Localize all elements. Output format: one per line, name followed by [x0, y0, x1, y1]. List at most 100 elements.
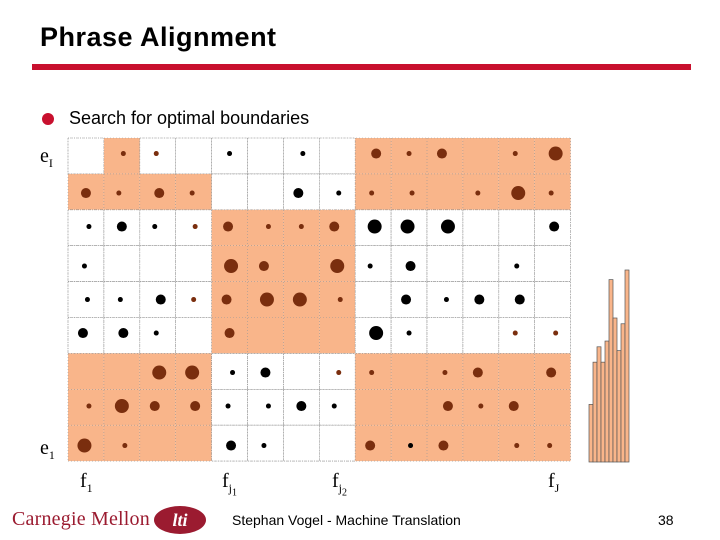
alignment-dot — [472, 367, 483, 378]
alignment-dot — [508, 401, 519, 412]
alignment-dot — [474, 294, 485, 305]
alignment-dot — [118, 328, 129, 339]
x-label-fj1-sub: j — [228, 481, 233, 495]
phrase-cell — [391, 173, 427, 210]
matrix-cell — [534, 245, 571, 282]
phrase-cell — [68, 353, 104, 390]
alignment-dot — [226, 440, 237, 451]
matrix-cell — [247, 137, 284, 175]
phrase-cell — [498, 138, 535, 174]
alignment-dot — [401, 294, 412, 305]
matrix-cell — [211, 173, 248, 211]
alignment-dot — [408, 443, 414, 449]
y-label-top-sub: I — [48, 156, 53, 170]
x-label-f1-sub: 1 — [86, 481, 93, 495]
matrix-cell — [67, 245, 105, 282]
histogram-bar — [616, 350, 622, 463]
phrase-cell — [175, 425, 212, 462]
alignment-dot — [230, 370, 236, 376]
alignment-dot — [298, 224, 304, 230]
alignment-dot — [77, 328, 88, 339]
alignment-dot — [292, 292, 307, 307]
matrix-cell — [534, 281, 571, 318]
histogram-bar — [604, 340, 610, 463]
bullet-dot-icon — [42, 113, 54, 125]
phrase-cell — [139, 425, 176, 462]
alignment-dot — [224, 328, 235, 339]
alignment-dot — [116, 221, 127, 232]
alignment-dot — [185, 365, 200, 380]
alignment-dot — [86, 224, 92, 230]
alignment-dot — [409, 190, 415, 196]
alignment-dot — [330, 259, 345, 274]
slide-title: Phrase Alignment — [40, 22, 277, 52]
alignment-dot — [155, 294, 166, 305]
matrix-cell — [462, 245, 500, 282]
alignment-dot — [367, 263, 373, 269]
title-divider — [32, 64, 691, 70]
alignment-dot — [154, 188, 165, 199]
x-label-fj2-subsub: 2 — [342, 487, 348, 499]
alignment-dot — [224, 259, 239, 274]
alignment-dot — [223, 221, 234, 232]
alignment-dot — [549, 221, 560, 232]
alignment-dot — [296, 401, 307, 412]
phrase-cell — [391, 425, 427, 462]
matrix-cell — [354, 281, 392, 318]
matrix-cell — [67, 137, 105, 175]
alignment-dot — [512, 330, 518, 336]
lti-logo-text: lti — [172, 510, 187, 530]
x-label-fJ: fJ — [548, 470, 559, 496]
alignment-dot — [258, 261, 269, 272]
alignment-dot — [227, 151, 233, 157]
alignment-dot — [225, 403, 231, 409]
bullet-text: Search for optimal boundaries — [69, 108, 310, 128]
matrix-cell — [139, 209, 177, 247]
phrase-cell — [103, 173, 140, 210]
alignment-dot — [337, 297, 343, 303]
histogram-bar — [620, 323, 626, 463]
alignment-dot — [80, 188, 91, 199]
matrix-cell — [175, 137, 212, 175]
alignment-dot — [259, 292, 274, 307]
x-label-f1-base: f — [80, 470, 87, 492]
matrix-cell — [318, 137, 356, 175]
matrix-cell — [534, 317, 571, 354]
matrix-cell — [462, 209, 500, 247]
alignment-dot — [369, 370, 375, 376]
alignment-dot — [152, 365, 167, 380]
alignment-dot — [371, 148, 382, 159]
x-label-fj2-sub: j — [338, 481, 343, 495]
alignment-dot — [443, 297, 449, 303]
alignment-dot — [367, 219, 382, 234]
matrix-cell — [354, 245, 392, 282]
alignment-dot — [336, 190, 342, 196]
matrix-cell — [462, 317, 500, 354]
y-label-top: eI — [40, 145, 53, 171]
phrase-cell — [319, 317, 356, 354]
matrix-cell — [283, 137, 320, 175]
matrix-cell — [139, 245, 177, 282]
alignment-dot — [190, 401, 201, 412]
phrase-cell — [534, 425, 571, 462]
matrix-cell — [139, 317, 177, 354]
alignment-dot — [369, 190, 375, 196]
matrix-cell — [498, 209, 535, 247]
matrix-cell — [247, 388, 284, 426]
matrix-cell — [139, 137, 177, 175]
phrase-cell — [391, 389, 427, 426]
alignment-dot — [77, 438, 92, 453]
matrix-dots — [77, 146, 563, 453]
alignment-dot — [548, 190, 554, 196]
matrix-cell — [175, 317, 212, 354]
cmu-logo: Carnegie Mellon — [12, 508, 150, 530]
y-label-bottom: e1 — [40, 437, 55, 463]
y-label-bottom-sub: 1 — [48, 448, 55, 462]
alignment-dot — [191, 297, 197, 303]
alignment-dot — [511, 186, 526, 201]
matrix-cell — [247, 173, 284, 211]
alignment-dot — [221, 294, 232, 305]
phrase-cell — [462, 138, 499, 174]
alignment-dot — [120, 151, 126, 157]
alignment-dot — [149, 401, 160, 412]
